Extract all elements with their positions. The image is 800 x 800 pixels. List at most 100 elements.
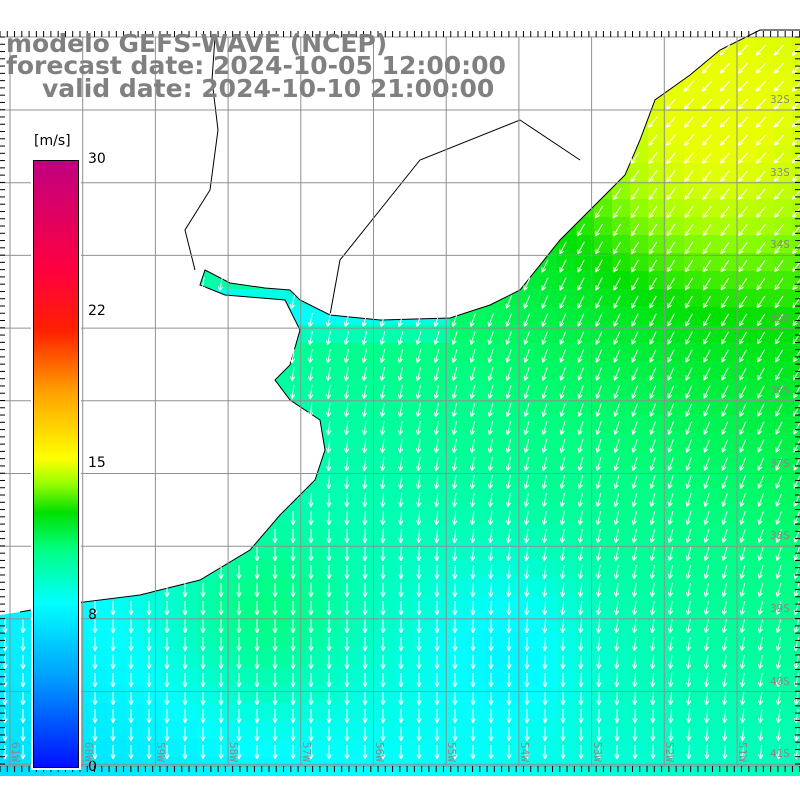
wind-arrow <box>200 691 206 706</box>
wind-arrow <box>702 241 712 255</box>
wind-arrow <box>326 727 332 742</box>
wind-arrow <box>703 439 711 453</box>
wind-arrow <box>362 673 368 688</box>
wind-arrow <box>704 708 710 724</box>
wind-arrow <box>596 600 602 616</box>
wind-arrow <box>632 672 638 688</box>
wind-arrow <box>577 313 585 327</box>
wind-arrows <box>2 44 800 760</box>
wind-arrow <box>416 492 422 508</box>
wind-arrow <box>721 331 729 345</box>
wind-arrow <box>128 673 134 688</box>
wind-arrow <box>542 600 548 616</box>
wind-arrow <box>218 655 224 670</box>
wind-arrow <box>488 745 494 760</box>
wind-arrow <box>128 727 134 742</box>
wind-arrow <box>20 637 26 652</box>
wind-arrow <box>488 600 494 616</box>
wind-arrow <box>667 583 674 598</box>
wind-arrow <box>721 619 728 634</box>
wind-arrow <box>791 46 800 56</box>
wind-arrow <box>217 277 224 292</box>
wind-arrow <box>451 439 458 454</box>
wind-arrow <box>630 241 640 255</box>
wind-arrow <box>380 619 386 634</box>
wind-arrow <box>380 510 386 526</box>
wind-arrow <box>702 152 712 164</box>
wind-arrow <box>92 673 98 688</box>
wind-arrow <box>632 618 638 634</box>
wind-arrow <box>505 511 512 526</box>
wind-arrow <box>559 385 566 399</box>
wind-arrow <box>272 637 278 652</box>
wind-arrow <box>110 745 116 760</box>
wind-arrow <box>397 439 404 454</box>
wind-arrow <box>290 565 296 580</box>
wind-arrow <box>452 637 458 652</box>
wind-arrow <box>648 116 658 128</box>
wind-arrow <box>756 331 766 345</box>
wind-arrow <box>793 421 800 435</box>
wind-arrow <box>344 510 350 526</box>
wind-arrow <box>182 673 188 688</box>
wind-arrow <box>344 565 350 580</box>
wind-arrow <box>721 421 729 435</box>
wind-arrow <box>738 259 748 273</box>
wind-arrow <box>416 727 422 742</box>
wind-arrow <box>578 600 584 616</box>
wind-arrow <box>595 511 602 526</box>
wind-arrow <box>757 691 764 706</box>
wind-arrow <box>685 349 693 363</box>
wind-arrow <box>774 224 784 236</box>
wind-arrow <box>523 349 530 363</box>
wind-arrow <box>379 331 386 346</box>
wind-arrow <box>128 691 134 706</box>
wind-arrow <box>325 313 332 328</box>
wind-arrow <box>719 134 731 146</box>
wind-arrow <box>649 295 657 309</box>
wind-arrow <box>110 601 116 616</box>
wind-arrow <box>666 170 676 183</box>
wind-arrow <box>434 475 440 490</box>
wind-arrow <box>666 134 676 146</box>
wind-arrow <box>775 385 783 399</box>
wind-arrow <box>596 583 602 598</box>
wind-arrow <box>182 745 188 760</box>
wind-arrow <box>344 673 350 688</box>
wind-arrow <box>524 673 530 688</box>
wind-arrow <box>470 745 476 760</box>
wind-arrow <box>684 188 694 201</box>
wind-arrow <box>775 691 782 706</box>
wind-arrow <box>325 385 332 400</box>
wind-arrow <box>775 367 783 381</box>
wind-arrow <box>110 673 116 688</box>
wind-arrow <box>361 331 368 346</box>
wind-arrow <box>487 313 494 327</box>
wind-arrow <box>2 673 8 688</box>
wind-arrow <box>793 457 800 471</box>
wind-arrow <box>595 331 603 345</box>
wind-arrow <box>577 223 585 237</box>
wind-arrow <box>774 295 784 309</box>
wind-arrow <box>632 744 638 760</box>
wind-arrow <box>559 511 566 526</box>
wind-arrow <box>719 98 731 110</box>
wind-arrow <box>470 528 476 544</box>
wind-arrow <box>506 528 512 544</box>
wind-arrow <box>524 745 530 760</box>
wind-arrow <box>254 565 260 580</box>
wind-arrow <box>524 654 530 670</box>
wind-arrow <box>487 367 494 382</box>
wind-arrow <box>218 673 224 688</box>
wind-arrow <box>577 475 584 490</box>
wind-arrow <box>380 546 386 562</box>
wind-arrow <box>667 493 674 508</box>
wind-arrow <box>488 655 494 670</box>
wind-arrow <box>612 205 622 219</box>
wind-arrow <box>649 475 656 490</box>
latitude-label: 35S <box>770 311 790 325</box>
wind-arrow <box>290 619 296 634</box>
wind-arrow <box>487 457 494 472</box>
wind-arrow <box>290 529 296 544</box>
wind-arrow <box>719 80 731 92</box>
